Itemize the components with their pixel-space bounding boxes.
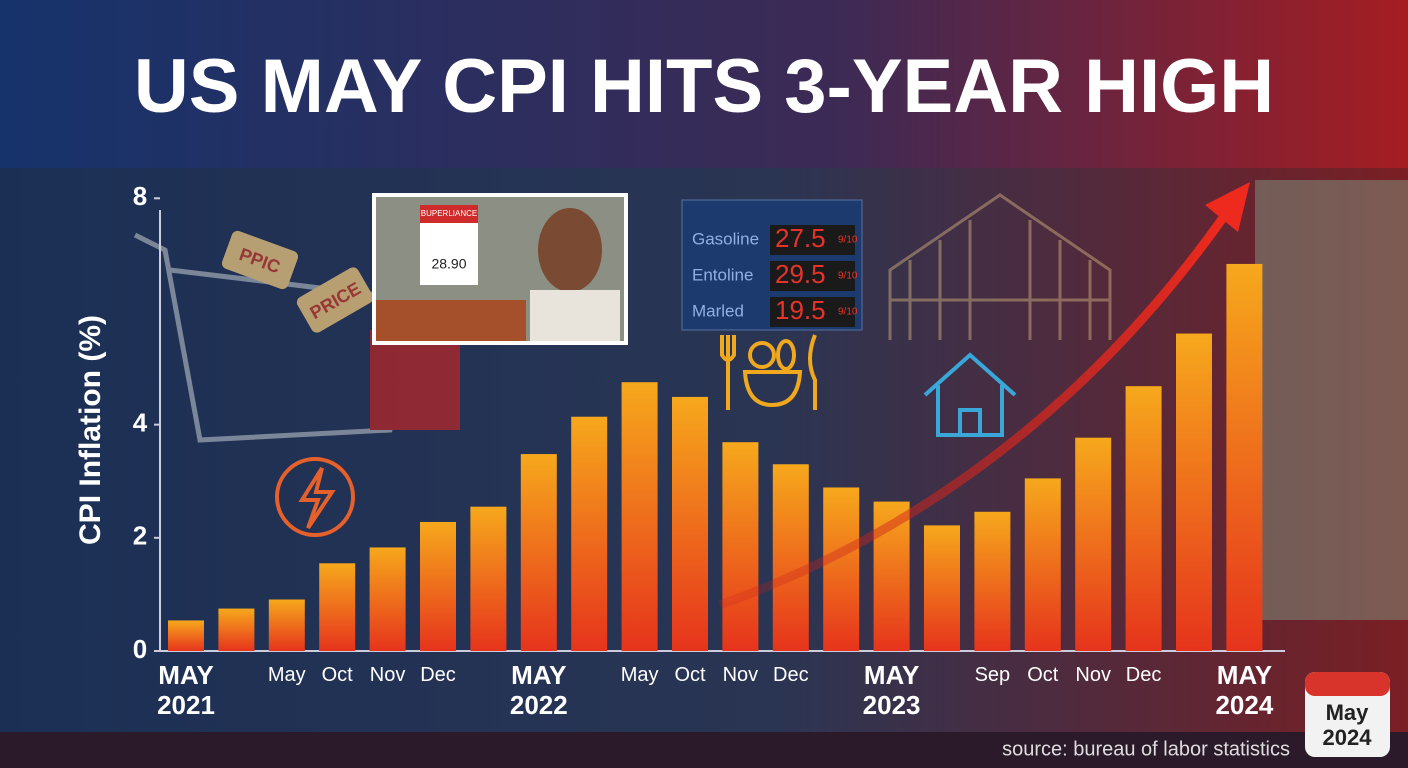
y-axis-label: CPI Inflation (%) xyxy=(74,315,107,545)
x-tick-label: MAY 2022 xyxy=(509,660,568,720)
calendar-month: May xyxy=(1326,700,1370,725)
gas-fraction: 9/10 xyxy=(838,271,858,282)
x-tick-label: Dec xyxy=(420,664,456,686)
bar xyxy=(1024,478,1061,651)
photo: BUPERLIANCE 28.90 xyxy=(372,193,628,345)
bar xyxy=(924,525,960,651)
calendar: May 2024 xyxy=(1305,672,1390,757)
bar xyxy=(672,396,708,651)
gas-display xyxy=(770,261,855,291)
trend-arrow xyxy=(718,212,1229,610)
gas-name: Gasoline xyxy=(692,229,759,248)
bar xyxy=(823,487,860,651)
bar xyxy=(1125,386,1162,651)
bar xyxy=(1075,437,1112,651)
bar xyxy=(470,506,507,651)
bar xyxy=(420,521,456,651)
x-tick-label: May xyxy=(267,664,306,686)
x-tick-label: Oct xyxy=(1027,664,1059,686)
gas-price: 27.5 xyxy=(775,223,826,253)
bar xyxy=(1226,263,1263,651)
lightning-icon xyxy=(275,457,355,537)
gas-fraction: 9/10 xyxy=(838,235,858,246)
trend-arrowhead xyxy=(1205,182,1250,232)
gas-price: 29.5 xyxy=(775,259,826,289)
bar xyxy=(1176,333,1212,651)
x-tick-label: Nov xyxy=(369,664,406,686)
bar xyxy=(369,547,406,651)
calendar-year: 2024 xyxy=(1323,725,1373,750)
y-tick-label: 8 xyxy=(133,181,147,211)
bar xyxy=(772,464,809,651)
gas-price: 19.5 xyxy=(775,295,826,325)
x-tick-label: Sep xyxy=(974,664,1011,686)
source: source: bureau of labor statistics xyxy=(1002,738,1290,760)
house-frame xyxy=(888,193,1112,340)
x-tick-label: Dec xyxy=(773,664,809,686)
bar xyxy=(168,620,204,651)
y-tick-label: 4 xyxy=(133,408,148,438)
bar xyxy=(268,599,305,651)
x-tick-label: MAY 2024 xyxy=(1215,660,1274,720)
bar xyxy=(520,454,557,651)
bar xyxy=(621,382,658,651)
x-tick-label: Oct xyxy=(321,664,353,686)
footer-band xyxy=(0,732,1408,768)
bars xyxy=(168,263,1263,651)
x-tick-label: Oct xyxy=(674,664,706,686)
x-tick-label: May xyxy=(620,664,659,686)
x-tick-label: Nov xyxy=(722,664,759,686)
bar xyxy=(319,563,356,651)
x-tick-label: Dec xyxy=(1125,664,1162,686)
gas-display xyxy=(770,225,855,255)
y-tick-label: 0 xyxy=(133,634,147,664)
bar xyxy=(722,442,759,651)
x-tick-label: MAY 2021 xyxy=(157,660,215,720)
gas-name: Entoline xyxy=(692,265,753,284)
gas-display xyxy=(770,297,855,327)
shelf-sign: BUPERLIANCE xyxy=(421,209,477,218)
bar xyxy=(571,416,608,651)
x-tick-label: MAY 2023 xyxy=(862,660,921,720)
food-icon xyxy=(720,334,817,410)
y-tick-label: 2 xyxy=(133,521,147,551)
money xyxy=(1255,180,1408,620)
title-band xyxy=(0,0,1408,168)
bar xyxy=(218,608,255,651)
bar xyxy=(974,511,1011,651)
shelf-price: 28.90 xyxy=(431,256,466,272)
house-icon xyxy=(923,352,1017,437)
chart-title: US MAY CPI HITS 3-YEAR HIGH xyxy=(134,44,1274,129)
x-tick-label: Nov xyxy=(1075,664,1111,686)
gas-name: Marled xyxy=(692,301,744,320)
gas-fraction: 9/10 xyxy=(838,307,858,318)
